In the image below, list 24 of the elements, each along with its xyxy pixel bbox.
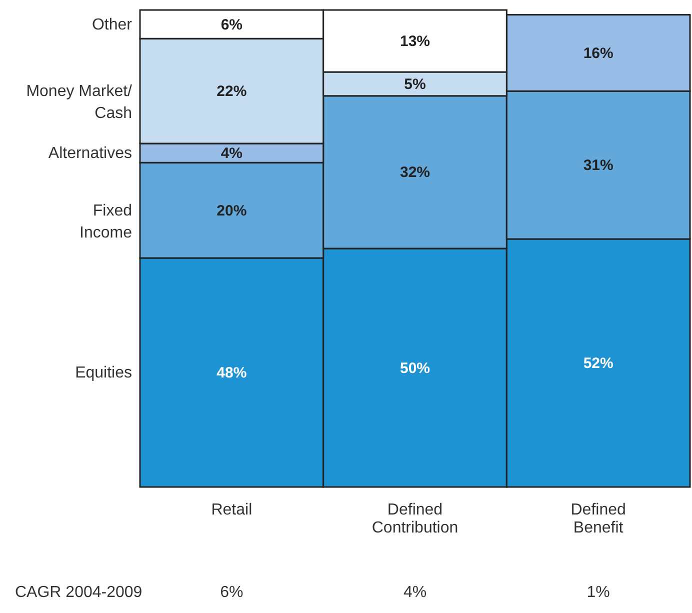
data-label: 52% xyxy=(583,354,614,372)
text: 4% xyxy=(403,584,427,601)
data-label: 6% xyxy=(220,16,243,34)
x-tick-label: Defined Contribution xyxy=(372,502,458,536)
series-label: Money Market/Cash xyxy=(26,83,133,122)
text: 6% xyxy=(220,584,244,601)
series-label: Equities xyxy=(75,364,132,382)
data-label: 4% xyxy=(220,145,243,162)
data-label: 20% xyxy=(216,202,247,220)
data-label: 16% xyxy=(583,44,614,62)
data-label: 13% xyxy=(400,33,430,50)
data-label: 48% xyxy=(216,364,247,382)
data-label: 5% xyxy=(404,76,426,93)
text: CAGR 2004-2009 xyxy=(15,584,142,601)
series-label: Other xyxy=(92,16,133,34)
data-label: 31% xyxy=(583,157,614,174)
x-tick-label: Defined Benefit xyxy=(570,502,626,536)
x-tick-label: Retail xyxy=(211,502,252,518)
series-label: Fixed Income xyxy=(80,202,132,242)
series-label: Alternatives xyxy=(48,145,132,162)
text: 1% xyxy=(586,584,610,601)
data-label: 50% xyxy=(400,360,430,377)
data-label: 32% xyxy=(400,164,430,182)
data-label: 22% xyxy=(216,83,247,100)
